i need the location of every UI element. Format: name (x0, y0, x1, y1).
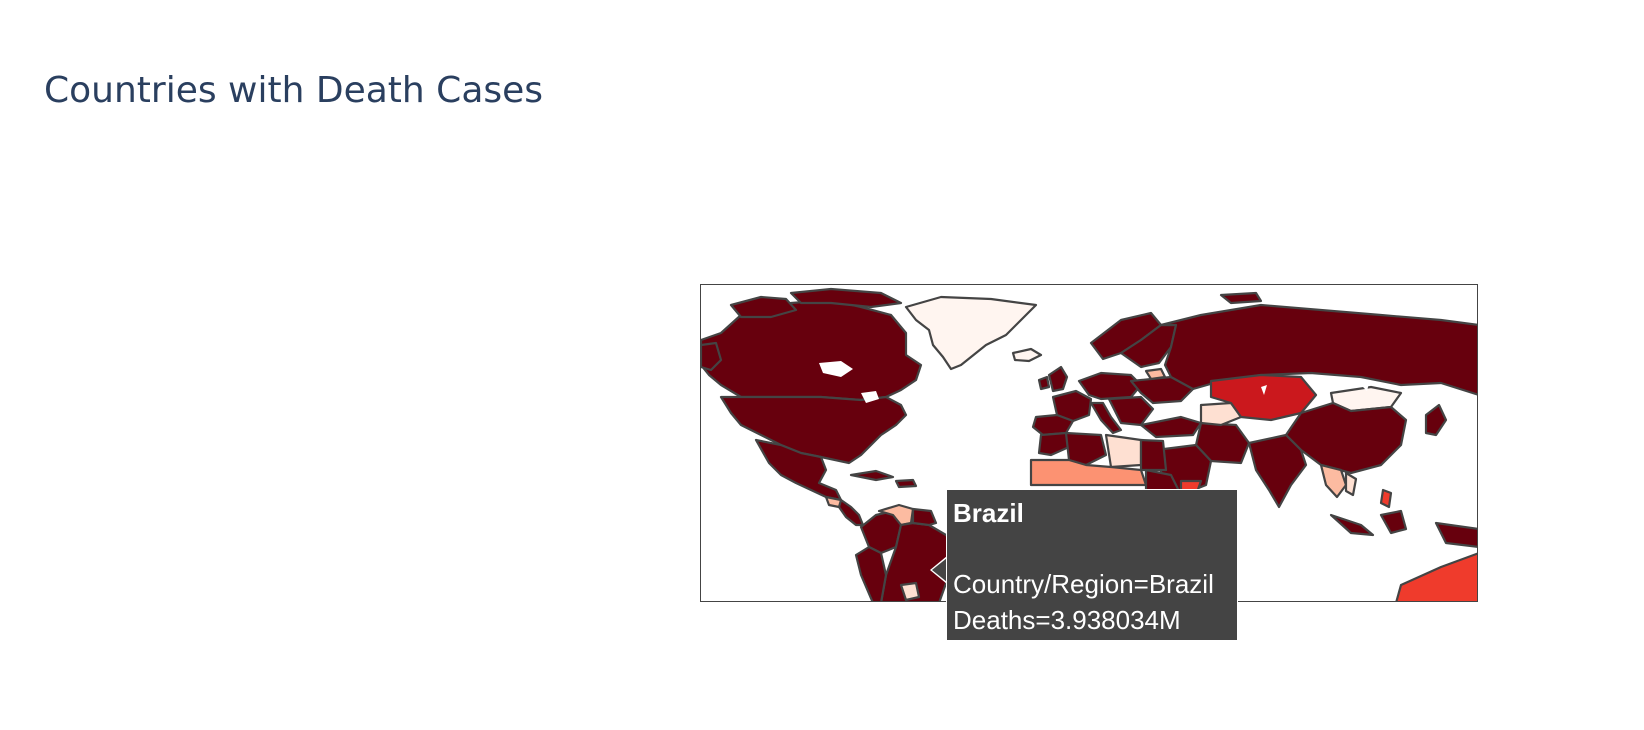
tooltip-heading: Brazil (953, 498, 1024, 528)
choropleth-map[interactable] (700, 284, 1478, 602)
country-cuba[interactable] (849, 469, 895, 482)
country-alaska[interactable] (701, 341, 723, 372)
country-indonesia-2[interactable] (1379, 509, 1408, 535)
tooltip-deaths-line: Deaths=3.938034M (953, 605, 1181, 635)
country-kazakhstan[interactable] (1209, 373, 1318, 422)
country-ireland[interactable] (1037, 375, 1051, 391)
country-turkey[interactable] (1139, 415, 1203, 439)
tooltip-spacer (953, 528, 1231, 566)
country-russia-islands[interactable] (1219, 291, 1263, 305)
country-japan[interactable] (1424, 403, 1448, 437)
country-italy[interactable] (1089, 401, 1123, 435)
country-usa[interactable] (719, 395, 908, 465)
country-russia[interactable] (1159, 303, 1478, 396)
country-greenland[interactable] (904, 295, 1038, 371)
country-hispaniola[interactable] (894, 478, 918, 489)
country-indonesia-1[interactable] (1329, 513, 1375, 537)
country-mexico[interactable] (754, 438, 843, 502)
country-bolivia[interactable] (899, 581, 921, 601)
page-title: Countries with Death Cases (44, 70, 544, 111)
tooltip-arrow-inner (932, 558, 947, 582)
country-india[interactable] (1247, 433, 1308, 509)
country-canada-islands-2[interactable] (789, 287, 903, 309)
world-map-svg[interactable] (701, 285, 1478, 602)
country-canada[interactable] (701, 298, 923, 402)
country-belarus[interactable] (1144, 367, 1167, 381)
country-central-america[interactable] (837, 498, 865, 527)
country-australia[interactable] (1395, 552, 1478, 602)
hover-tooltip: Brazil Country/Region=Brazil Deaths=3.93… (946, 489, 1238, 641)
country-central-asia-mid[interactable] (1199, 401, 1243, 427)
country-papua[interactable] (1434, 521, 1478, 548)
country-peru[interactable] (854, 545, 888, 602)
country-balkans[interactable] (1107, 395, 1155, 427)
country-myanmar-thailand[interactable] (1319, 463, 1348, 499)
country-germany-poland[interactable] (1077, 371, 1143, 401)
country-egypt[interactable] (1139, 438, 1168, 472)
country-iceland[interactable] (1011, 347, 1043, 363)
country-canada-islands-1[interactable] (729, 295, 798, 319)
country-uk[interactable] (1047, 365, 1069, 393)
country-vietnam[interactable] (1344, 471, 1358, 497)
tooltip-country-line: Country/Region=Brazil (953, 569, 1214, 599)
country-philippines[interactable] (1379, 488, 1393, 509)
country-guyana[interactable] (911, 507, 938, 527)
country-west-africa[interactable] (1029, 458, 1148, 487)
country-guatemala[interactable] (824, 495, 843, 509)
country-algeria[interactable] (1064, 431, 1108, 467)
country-libya[interactable] (1104, 433, 1143, 469)
country-morocco[interactable] (1037, 431, 1071, 457)
